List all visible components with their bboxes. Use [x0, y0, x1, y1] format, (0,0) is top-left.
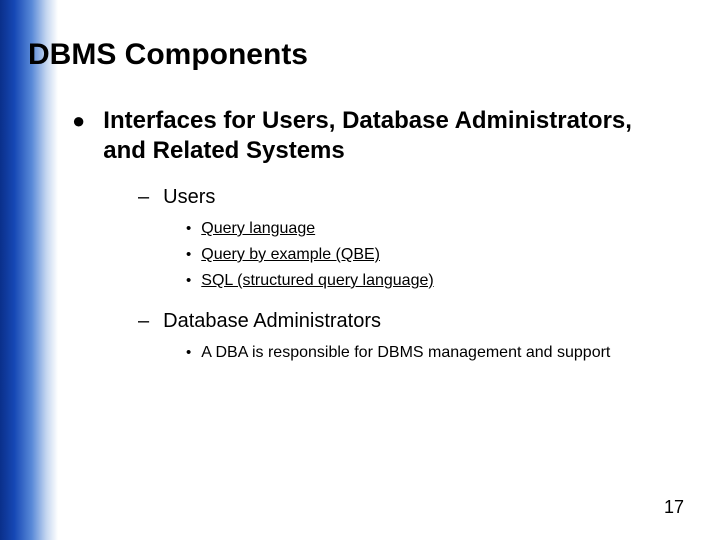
level3-item: • Query by example (QBE) — [186, 244, 680, 266]
level1-text: Interfaces for Users, Database Administr… — [103, 106, 680, 166]
level3-link-text[interactable]: SQL (structured query language) — [201, 270, 433, 292]
level2-item: – Database Administrators — [138, 308, 680, 334]
outline-level3: • A DBA is responsible for DBMS manageme… — [186, 342, 680, 364]
level2-text: Database Administrators — [163, 308, 381, 334]
bullet-dash-icon: – — [138, 308, 149, 334]
outline-level2: – Users — [138, 184, 680, 210]
outline-level3: • Query language • Query by example (QBE… — [186, 218, 680, 292]
outline-level2: – Database Administrators — [138, 308, 680, 334]
level1-item: ● Interfaces for Users, Database Adminis… — [72, 106, 680, 166]
slide-content: DBMS Components ● Interfaces for Users, … — [0, 0, 720, 540]
level3-item: • Query language — [186, 218, 680, 240]
level3-item: • SQL (structured query language) — [186, 270, 680, 292]
bullet-dot-icon: • — [186, 270, 191, 292]
level3-text: A DBA is responsible for DBMS management… — [201, 342, 610, 364]
bullet-disc-icon: ● — [72, 106, 85, 136]
level3-link-text[interactable]: Query by example (QBE) — [201, 244, 380, 266]
outline-level1: ● Interfaces for Users, Database Adminis… — [72, 106, 680, 166]
level2-text: Users — [163, 184, 215, 210]
bullet-dot-icon: • — [186, 244, 191, 266]
level3-item: • A DBA is responsible for DBMS manageme… — [186, 342, 680, 364]
level2-item: – Users — [138, 184, 680, 210]
page-number: 17 — [664, 497, 684, 518]
bullet-dot-icon: • — [186, 342, 191, 364]
bullet-dot-icon: • — [186, 218, 191, 240]
level3-link-text[interactable]: Query language — [201, 218, 315, 240]
slide-title: DBMS Components — [28, 38, 680, 72]
bullet-dash-icon: – — [138, 184, 149, 210]
